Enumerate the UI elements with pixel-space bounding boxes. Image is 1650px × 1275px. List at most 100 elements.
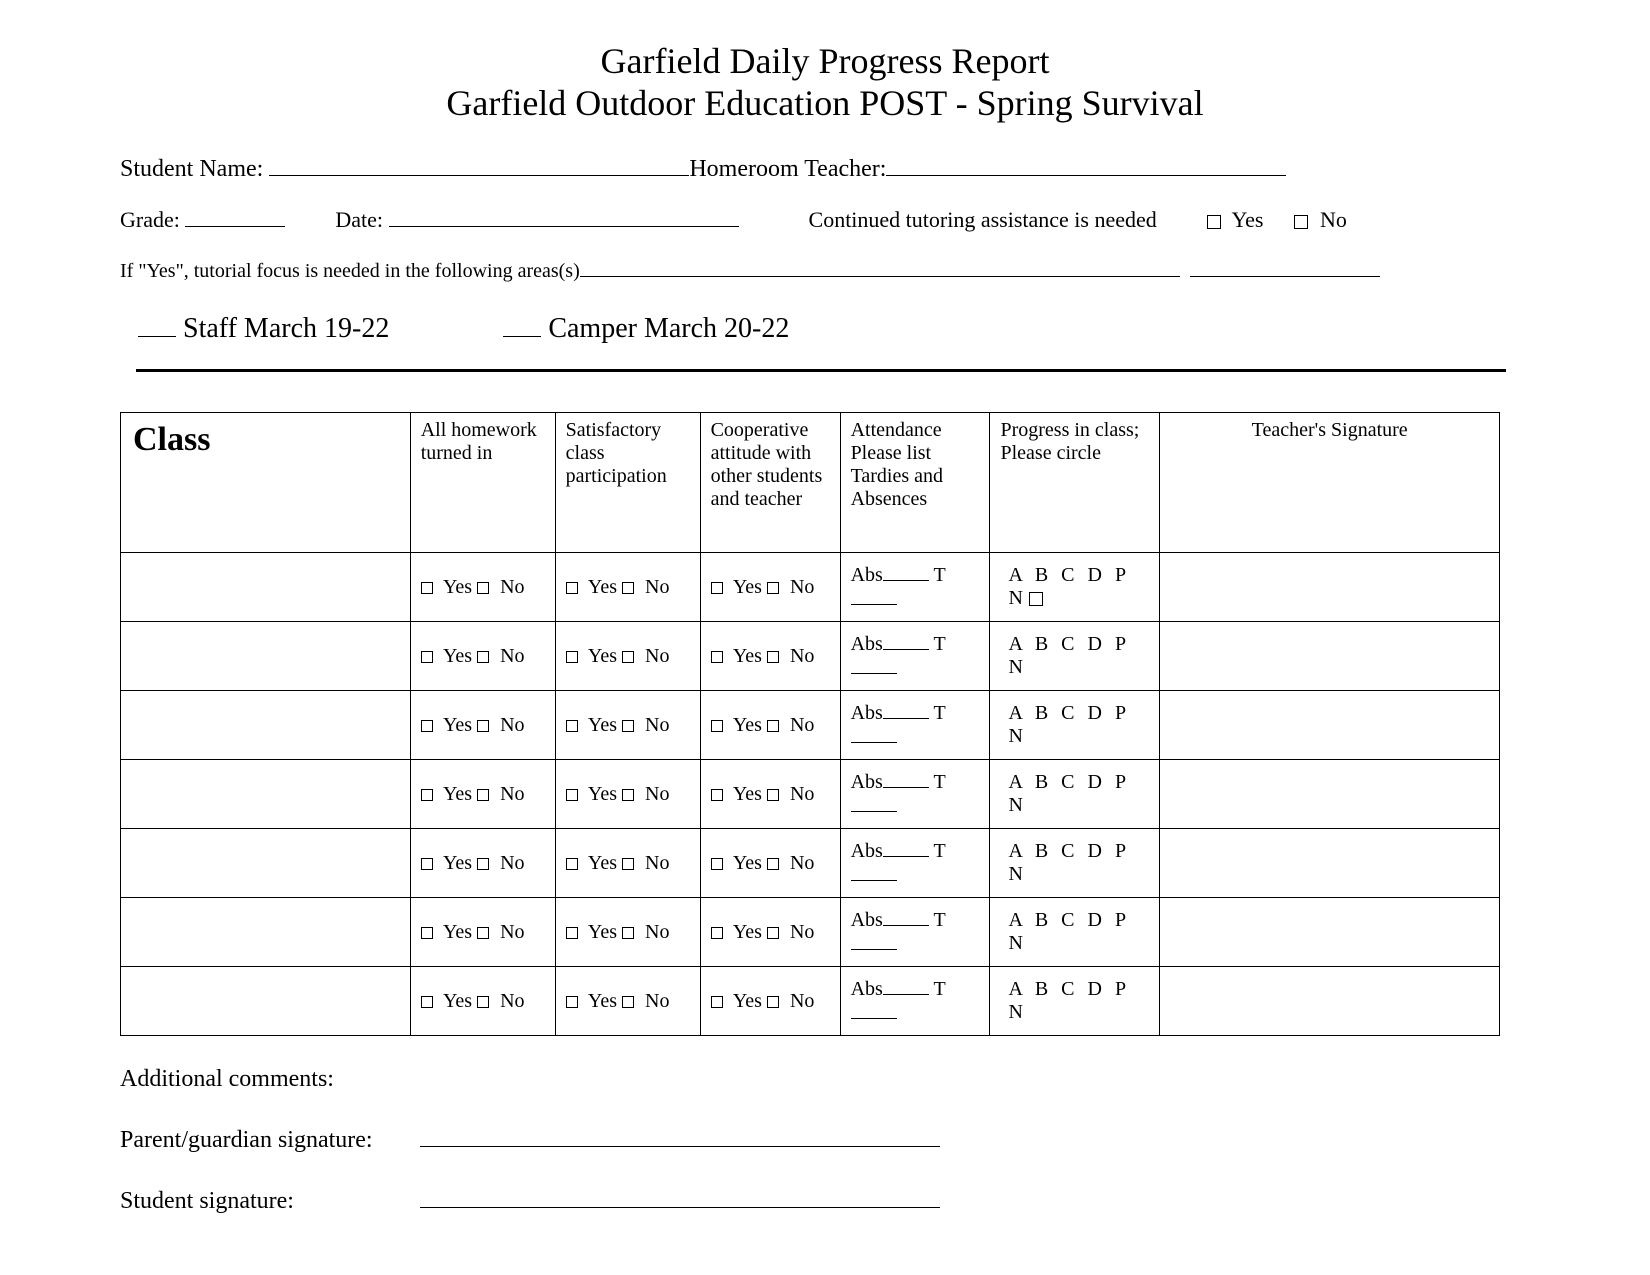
yes-checkbox[interactable] [421, 582, 433, 594]
signature-cell[interactable] [1160, 829, 1500, 898]
no-checkbox[interactable] [477, 720, 489, 732]
t-blank[interactable] [851, 725, 897, 743]
t-blank[interactable] [851, 1001, 897, 1019]
signature-cell[interactable] [1160, 622, 1500, 691]
class-cell[interactable] [121, 898, 411, 967]
yes-checkbox[interactable] [566, 582, 578, 594]
yes-checkbox[interactable] [711, 651, 723, 663]
t-label: T [933, 702, 945, 724]
abs-blank[interactable] [883, 770, 929, 788]
class-cell[interactable] [121, 622, 411, 691]
progress-cell[interactable]: A B C D P N [990, 829, 1160, 898]
tutoring-yes-label: Yes [1231, 207, 1263, 232]
signature-cell[interactable] [1160, 898, 1500, 967]
yes-checkbox[interactable] [711, 927, 723, 939]
staff-blank[interactable] [138, 311, 176, 337]
no-checkbox[interactable] [622, 582, 634, 594]
no-checkbox[interactable] [622, 858, 634, 870]
no-checkbox[interactable] [477, 927, 489, 939]
progress-extra-checkbox[interactable] [1029, 592, 1043, 606]
abs-blank[interactable] [883, 839, 929, 857]
class-cell[interactable] [121, 553, 411, 622]
t-label: T [933, 978, 945, 1000]
signature-cell[interactable] [1160, 967, 1500, 1036]
yes-checkbox[interactable] [711, 858, 723, 870]
no-checkbox[interactable] [767, 789, 779, 801]
no-checkbox[interactable] [767, 582, 779, 594]
focus-areas-blank-1[interactable] [580, 255, 1180, 277]
no-checkbox[interactable] [767, 651, 779, 663]
no-checkbox[interactable] [622, 789, 634, 801]
no-text: No [500, 714, 524, 736]
abs-blank[interactable] [883, 977, 929, 995]
no-checkbox[interactable] [477, 651, 489, 663]
yes-checkbox[interactable] [711, 789, 723, 801]
yes-checkbox[interactable] [711, 720, 723, 732]
no-checkbox[interactable] [622, 927, 634, 939]
signature-cell[interactable] [1160, 691, 1500, 760]
yes-checkbox[interactable] [566, 996, 578, 1008]
t-blank[interactable] [851, 863, 897, 881]
no-checkbox[interactable] [477, 996, 489, 1008]
date-blank[interactable] [389, 205, 739, 227]
tutoring-no-label: No [1320, 207, 1347, 232]
tutoring-no-checkbox[interactable] [1294, 215, 1308, 229]
tutoring-yes-checkbox[interactable] [1207, 215, 1221, 229]
signature-cell[interactable] [1160, 760, 1500, 829]
homeroom-teacher-blank[interactable] [886, 154, 1286, 176]
abs-label: Abs [851, 564, 883, 586]
no-checkbox[interactable] [767, 996, 779, 1008]
t-blank[interactable] [851, 932, 897, 950]
yes-checkbox[interactable] [566, 927, 578, 939]
no-checkbox[interactable] [477, 789, 489, 801]
progress-cell[interactable]: A B C D P N [990, 967, 1160, 1036]
abs-blank[interactable] [883, 563, 929, 581]
abs-blank[interactable] [883, 701, 929, 719]
no-checkbox[interactable] [622, 651, 634, 663]
no-checkbox[interactable] [767, 927, 779, 939]
parent-signature-blank[interactable] [420, 1125, 940, 1147]
t-blank[interactable] [851, 656, 897, 674]
no-checkbox[interactable] [767, 858, 779, 870]
progress-cell[interactable]: A B C D P N [990, 622, 1160, 691]
no-checkbox[interactable] [477, 858, 489, 870]
yes-checkbox[interactable] [421, 789, 433, 801]
progress-cell[interactable]: A B C D P N [990, 760, 1160, 829]
yes-checkbox[interactable] [421, 720, 433, 732]
yes-checkbox[interactable] [711, 582, 723, 594]
focus-areas-blank-2[interactable] [1190, 255, 1380, 277]
progress-cell[interactable]: A B C D P N [990, 691, 1160, 760]
tutoring-label: Continued tutoring assistance is needed [809, 207, 1157, 233]
yes-checkbox[interactable] [566, 858, 578, 870]
class-cell[interactable] [121, 967, 411, 1036]
yes-checkbox[interactable] [421, 996, 433, 1008]
class-cell[interactable] [121, 829, 411, 898]
yes-text: Yes [588, 576, 617, 598]
yes-checkbox[interactable] [566, 651, 578, 663]
no-checkbox[interactable] [767, 720, 779, 732]
yes-checkbox[interactable] [421, 858, 433, 870]
abs-blank[interactable] [883, 632, 929, 650]
student-name-blank[interactable] [269, 154, 689, 176]
no-checkbox[interactable] [622, 996, 634, 1008]
yes-checkbox[interactable] [421, 651, 433, 663]
yes-checkbox[interactable] [421, 927, 433, 939]
yes-checkbox[interactable] [566, 789, 578, 801]
no-checkbox[interactable] [622, 720, 634, 732]
grade-blank[interactable] [185, 205, 285, 227]
t-blank[interactable] [851, 587, 897, 605]
yes-checkbox[interactable] [566, 720, 578, 732]
class-cell[interactable] [121, 760, 411, 829]
camper-blank[interactable] [503, 311, 541, 337]
class-cell[interactable] [121, 691, 411, 760]
progress-cell[interactable]: A B C D P N [990, 553, 1160, 622]
abs-blank[interactable] [883, 908, 929, 926]
progress-cell[interactable]: A B C D P N [990, 898, 1160, 967]
student-signature-row: Student signature: [120, 1186, 1530, 1215]
no-checkbox[interactable] [477, 582, 489, 594]
yes-checkbox[interactable] [711, 996, 723, 1008]
t-blank[interactable] [851, 794, 897, 812]
signature-cell[interactable] [1160, 553, 1500, 622]
student-signature-blank[interactable] [420, 1186, 940, 1208]
yes-text: Yes [588, 921, 617, 943]
